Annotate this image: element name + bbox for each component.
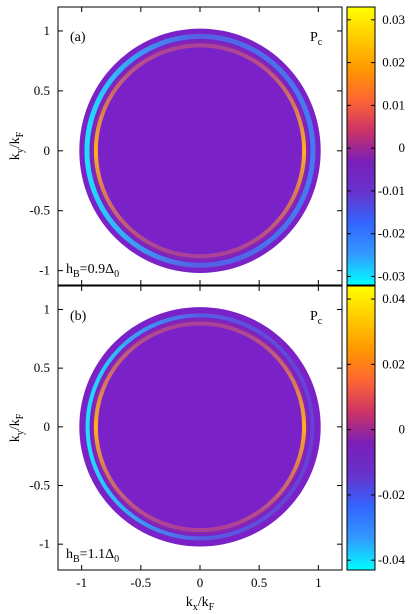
quantity-label: Pc — [310, 309, 323, 327]
panel-label: (a) — [70, 30, 86, 45]
panel-a: -1 -0.5 0 0.5 1 ky/kF (a) Pc hB=0.9Δ0 -0.03 -0.02 -… — [8, 6, 406, 286]
ring-faint — [91, 41, 309, 261]
y-tick-label: -0.5 — [29, 203, 50, 218]
x-tick-label: -0.5 — [131, 575, 152, 590]
colorbar-tick-label: 0.04 — [382, 291, 405, 306]
colorbar — [346, 285, 376, 571]
y-tick-label: -0.5 — [29, 478, 50, 493]
field-label: hB=1.1Δ0 — [66, 547, 119, 565]
field-label: hB=0.9Δ0 — [66, 262, 119, 280]
quantity-label: Pc — [310, 30, 323, 48]
panel-label: (b) — [70, 309, 87, 324]
ring-positive — [93, 321, 307, 533]
x-tick-label: 0.5 — [251, 575, 267, 590]
colorbar — [346, 6, 376, 286]
y-axis-label: ky/kF — [8, 131, 26, 160]
y-tick-label: 0 — [44, 143, 51, 158]
heatmap-disk — [79, 28, 321, 274]
colorbar-tick-label: -0.02 — [378, 226, 405, 241]
colorbar-tick-label: 0.03 — [382, 12, 405, 27]
colorbar-tick-label: 0.01 — [382, 97, 405, 112]
disk-background — [79, 28, 321, 274]
colorbar-tick-label: 0.02 — [382, 55, 405, 70]
ring-negative — [84, 33, 316, 268]
colorbar-tick-label: -0.02 — [378, 487, 405, 502]
x-axis: -1 -0.5 0 0.5 1 kx/kF — [76, 575, 321, 613]
y-axis-label: ky/kF — [8, 413, 26, 442]
x-tick-label: -1 — [76, 575, 87, 590]
colorbar-tick-label: -0.01 — [378, 183, 405, 198]
heatmap-disk — [79, 307, 321, 547]
colorbar-tick-label: 0.02 — [382, 356, 405, 371]
y-tick-label: 1 — [44, 23, 51, 38]
y-tick-label: 0.5 — [34, 360, 50, 375]
disk-background — [79, 307, 321, 547]
panel-b: -1 -0.5 0 0.5 1 ky/kF (b) Pc hB=1.1Δ0 -0.04 -0.02 0… — [8, 285, 406, 571]
y-tick-label: -1 — [39, 536, 50, 551]
ring-faint — [91, 319, 309, 535]
x-tick-label: 0 — [197, 575, 204, 590]
y-tick-label: 0.5 — [34, 83, 50, 98]
y-tick-label: 0 — [44, 419, 51, 434]
colorbar-tick-label: 0 — [399, 422, 406, 437]
y-tick-label: 1 — [44, 301, 51, 316]
ring-positive — [93, 43, 307, 259]
x-axis-label: kx/kF — [186, 595, 215, 613]
colorbar-tick-label: -0.04 — [378, 552, 406, 567]
ring-negative — [85, 313, 315, 541]
y-tick-label: -1 — [39, 263, 50, 278]
colorbar-tick-label: 0 — [399, 140, 406, 155]
colorbar-tick-label: -0.03 — [378, 268, 405, 283]
x-tick-label: 1 — [315, 575, 322, 590]
